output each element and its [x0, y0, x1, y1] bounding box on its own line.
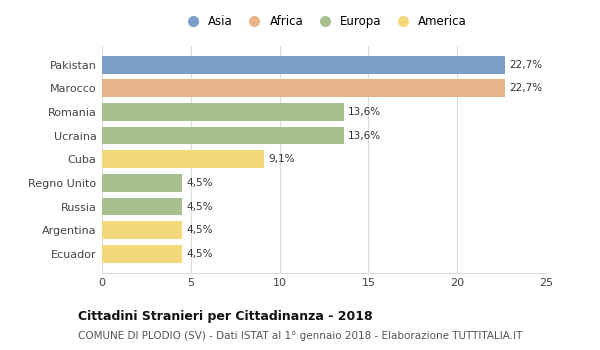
Text: 9,1%: 9,1% — [268, 154, 295, 164]
Text: 22,7%: 22,7% — [509, 60, 543, 70]
Text: 4,5%: 4,5% — [187, 249, 213, 259]
Bar — [102, 245, 182, 262]
Text: 4,5%: 4,5% — [187, 225, 213, 235]
Text: 13,6%: 13,6% — [348, 107, 381, 117]
Text: 4,5%: 4,5% — [187, 178, 213, 188]
Bar — [102, 79, 505, 97]
Bar — [102, 198, 182, 215]
Text: 22,7%: 22,7% — [509, 83, 543, 93]
Text: COMUNE DI PLODIO (SV) - Dati ISTAT al 1° gennaio 2018 - Elaborazione TUTTITALIA.: COMUNE DI PLODIO (SV) - Dati ISTAT al 1°… — [78, 331, 523, 341]
Legend: Asia, Africa, Europa, America: Asia, Africa, Europa, America — [176, 10, 472, 33]
Text: 4,5%: 4,5% — [187, 202, 213, 211]
Text: 13,6%: 13,6% — [348, 131, 381, 141]
Bar — [102, 56, 505, 74]
Text: Cittadini Stranieri per Cittadinanza - 2018: Cittadini Stranieri per Cittadinanza - 2… — [78, 310, 373, 323]
Bar — [102, 174, 182, 192]
Bar — [102, 103, 344, 121]
Bar — [102, 127, 344, 145]
Bar — [102, 221, 182, 239]
Bar — [102, 150, 263, 168]
